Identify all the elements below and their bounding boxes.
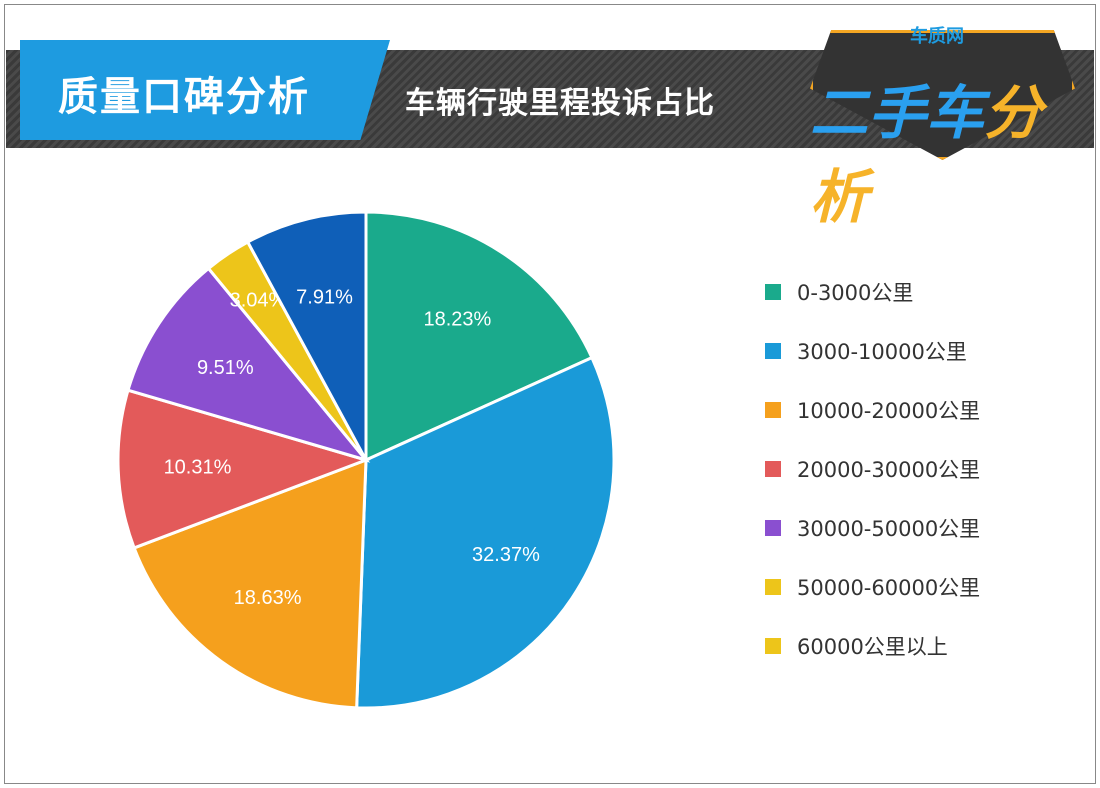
pie-slice-label: 18.23% <box>423 308 491 330</box>
legend-swatch <box>765 401 781 418</box>
pie-slice-3 <box>116 388 371 550</box>
legend-label: 3000-10000公里 <box>797 339 967 364</box>
legend-label: 0-3000公里 <box>797 280 914 305</box>
pie-slice-label: 9.51% <box>197 357 254 379</box>
pie-slice-label: 3.04% <box>230 290 287 312</box>
pie-slice-6 <box>245 210 368 461</box>
legend-swatch <box>765 342 781 359</box>
pie-slice-label: 10.31% <box>164 457 232 479</box>
section-tag-text: 质量口碑分析 <box>58 74 310 120</box>
legend-label: 20000-30000公里 <box>797 457 981 482</box>
legend-label: 60000公里以上 <box>797 634 948 659</box>
logo: 车质网 二手车分析 <box>800 22 1085 231</box>
pie-slice-2 <box>132 457 368 710</box>
frame <box>4 4 1096 784</box>
legend-item: 30000-50000公里 <box>765 498 980 557</box>
legend-swatch <box>765 637 781 654</box>
legend-item: 0-3000公里 <box>765 262 980 321</box>
legend-swatch <box>765 519 781 536</box>
pie-slice-label: 32.37% <box>472 544 540 566</box>
legend-swatch <box>765 283 781 300</box>
logo-text-orange: 分析 <box>810 79 1043 231</box>
pie-slice-1 <box>355 355 616 710</box>
section-tag: 质量口碑分析 <box>20 40 390 140</box>
pie-slice-0 <box>364 210 594 463</box>
pie-slice-label: 7.91% <box>296 287 353 309</box>
legend: 0-3000公里 3000-10000公里 10000-20000公里 20000-3… <box>765 262 980 675</box>
legend-item: 20000-30000公里 <box>765 439 980 498</box>
legend-item: 10000-20000公里 <box>765 380 980 439</box>
legend-label: 50000-60000公里 <box>797 575 981 600</box>
legend-swatch <box>765 578 781 595</box>
legend-label: 30000-50000公里 <box>797 516 981 541</box>
logo-site: 车质网 <box>910 26 964 47</box>
legend-item: 50000-60000公里 <box>765 557 980 616</box>
legend-item: 60000公里以上 <box>765 616 980 675</box>
legend-swatch <box>765 460 781 477</box>
logo-text-blue: 二手车 <box>810 79 985 147</box>
pie-slice-label: 18.63% <box>234 587 302 609</box>
legend-label: 10000-20000公里 <box>797 398 981 423</box>
pie-slice-4 <box>126 266 371 463</box>
chart-title: 车辆行驶里程投诉占比 <box>405 86 715 121</box>
legend-item: 3000-10000公里 <box>765 321 980 380</box>
logo-text: 二手车分析 <box>810 66 1085 234</box>
